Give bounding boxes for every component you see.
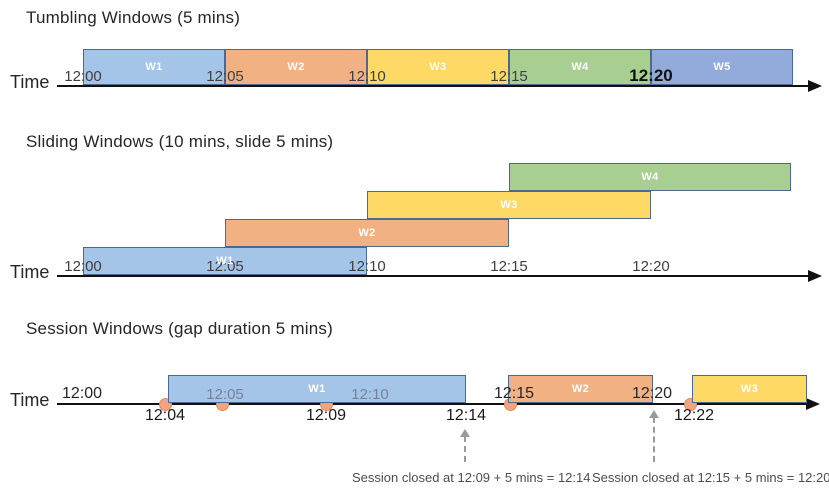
section-title-sliding: Sliding Windows (10 mins, slide 5 mins) [26,132,334,151]
tick-label-session-1210: 12:10 [351,386,389,403]
time-axis-sliding [57,275,808,277]
axis-arrowhead-icon-tumbling [808,80,822,92]
section-title-tumbling: Tumbling Windows (5 mins) [26,8,241,27]
time-axis-label-tumbling: Time [10,72,50,92]
tick-label-sliding-1210: 12:10 [348,258,386,275]
tick-label-tumbling-1205: 12:05 [206,68,244,85]
window-bar-tumbling-w4 [509,49,651,85]
window-bar-session-w2 [508,375,653,403]
tick-label-tumbling-1215: 12:15 [490,68,528,85]
event-time-label-1214: 12:14 [445,407,487,424]
session-close-arrow [653,417,655,462]
tick-label-tumbling-1200: 12:00 [64,68,102,85]
tick-label-session-1215: 12:15 [493,385,535,402]
time-axis-session [57,403,806,405]
tick-label-sliding-1200: 12:00 [64,258,102,275]
window-bar-sliding-w3 [367,191,651,219]
event-time-label-1222: 12:22 [673,407,715,424]
window-bar-sliding-w1 [83,247,367,275]
tick-label-tumbling-1220: 12:20 [629,66,673,85]
window-bar-tumbling-w1 [83,49,225,85]
time-axis-label-session: Time [10,390,50,410]
window-bar-tumbling-w2 [225,49,367,85]
axis-arrowhead-icon-sliding [808,270,822,282]
session-close-arrowhead-icon [460,429,470,437]
window-bar-tumbling-w5 [651,49,793,85]
event-time-label-1204: 12:04 [144,407,186,424]
tick-label-sliding-1205: 12:05 [206,258,244,275]
time-axis-tumbling [57,85,808,87]
tick-label-sliding-1215: 12:15 [490,258,528,275]
session-close-arrowhead-icon [649,410,659,418]
window-bar-sliding-w2 [225,219,509,247]
tick-label-session-1205: 12:05 [206,386,244,403]
session-close-annotation-0: Session closed at 12:09 + 5 mins = 12:14 [352,470,591,485]
tick-label-session-1200: 12:00 [61,385,103,402]
session-close-annotation-1: Session closed at 12:15 + 5 mins = 12:20 [592,470,829,485]
session-close-arrow [464,436,466,462]
axis-arrowhead-icon-session [806,398,820,410]
tick-label-session-1220: 12:20 [631,385,673,402]
section-title-session: Session Windows (gap duration 5 mins) [26,319,333,338]
tick-label-sliding-1220: 12:20 [632,258,670,275]
window-bar-sliding-w4 [509,163,791,191]
tick-label-tumbling-1210: 12:10 [348,68,386,85]
window-bar-session-w1 [168,375,466,403]
time-axis-label-sliding: Time [10,262,50,282]
window-bar-session-w3 [692,375,807,403]
window-bar-tumbling-w3 [367,49,509,85]
event-time-label-1209: 12:09 [305,407,347,424]
